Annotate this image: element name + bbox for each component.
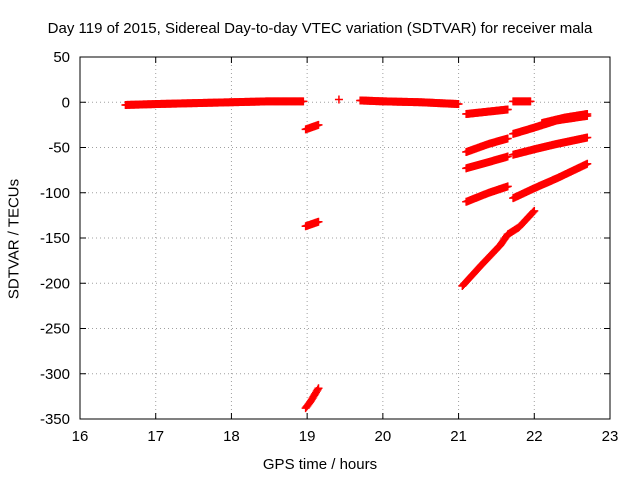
data-series	[537, 110, 592, 128]
data-point	[583, 133, 592, 142]
x-tick-label: 19	[299, 428, 316, 445]
data-point	[503, 152, 512, 161]
data-series	[356, 96, 463, 109]
chart-title: Day 119 of 2015, Sidereal Day-to-day VTE…	[47, 20, 593, 37]
y-tick-label: -100	[40, 185, 70, 202]
data-series	[462, 105, 512, 119]
data-series	[462, 182, 512, 206]
y-tick-label: -150	[40, 230, 70, 247]
data-point	[299, 97, 308, 106]
data-point	[454, 100, 463, 109]
x-tick-label: 18	[223, 428, 240, 445]
data-series	[301, 217, 323, 231]
data-series	[301, 384, 323, 413]
data-point	[314, 120, 323, 129]
data-series	[503, 206, 539, 239]
data-series	[462, 134, 512, 157]
data-point	[334, 95, 343, 104]
data-series	[509, 159, 592, 203]
data-point	[314, 384, 323, 393]
plot-frame	[79, 56, 611, 420]
data-point	[530, 206, 539, 215]
x-tick-label: 17	[147, 428, 164, 445]
y-tick-label: -50	[48, 140, 70, 157]
x-tick-label: 23	[602, 428, 619, 445]
data-series	[509, 97, 535, 106]
data-point	[503, 134, 512, 143]
data-point	[529, 207, 538, 216]
data-series	[462, 152, 512, 173]
y-tick-label: 50	[53, 49, 70, 66]
x-axis-label: GPS time / hours	[262, 456, 378, 473]
data-series	[121, 97, 308, 109]
data-point	[313, 385, 322, 394]
x-tick-label: 20	[375, 428, 392, 445]
data-series	[458, 230, 512, 290]
x-tick-label: 16	[72, 428, 89, 445]
data-point	[583, 159, 592, 168]
y-tick-label: -300	[40, 366, 70, 383]
data-point	[503, 182, 512, 191]
y-tick-label: -350	[40, 411, 70, 428]
y-tick-label: -200	[40, 275, 70, 292]
data-point	[526, 97, 535, 106]
x-tick-label: 22	[526, 428, 543, 445]
data-series	[334, 95, 343, 104]
data-series	[509, 133, 592, 159]
y-tick-label: 0	[62, 94, 70, 111]
data-series	[301, 120, 323, 134]
data-point	[583, 110, 592, 119]
data-point	[528, 208, 537, 217]
y-tick-label: -250	[40, 321, 70, 338]
data-point	[503, 105, 512, 114]
data-point	[314, 217, 323, 226]
x-tick-label: 21	[450, 428, 467, 445]
